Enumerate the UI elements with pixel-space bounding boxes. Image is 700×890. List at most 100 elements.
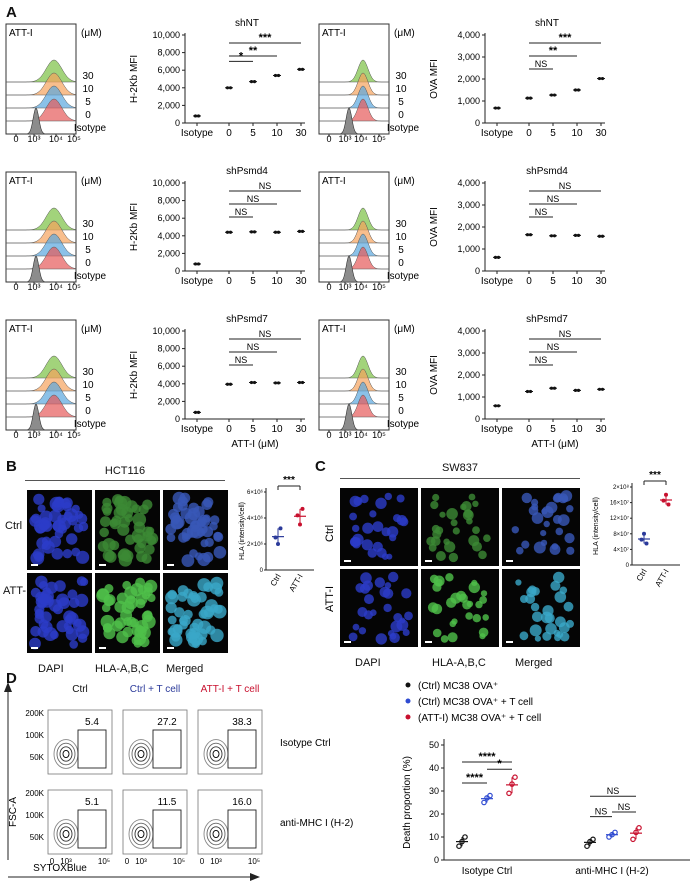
x-tick-label: 10⁴ [49,134,63,142]
y-tick-label: 4×10⁷ [613,546,629,553]
gate-percentage: 38.3 [232,717,252,728]
cell [39,510,53,524]
cell [461,501,472,512]
x-tick-label: 0 [526,128,532,139]
x-tick-label: 10⁵ [67,282,81,290]
cell [432,493,440,502]
cell [446,508,458,520]
cell [111,515,122,526]
cell [451,618,458,625]
y-tick-label: 8×10⁷ [613,531,629,538]
row-label: anti-MHC I (H-2) [280,818,353,829]
y-tick-label: 8,000 [157,344,180,354]
y-tick-label: 3,000 [457,348,480,358]
data-point [300,506,305,511]
histogram-10 [319,368,389,392]
x-tick-label: 0 [326,430,331,438]
significance-label: NS [559,329,572,339]
cell [37,504,46,513]
cell [172,502,183,513]
contour [212,829,220,839]
y-tick-label: 10 [429,832,439,842]
cell [553,571,565,584]
cell [355,583,365,593]
cell [468,493,476,501]
y-tick-label: 3,000 [457,200,480,210]
y-tick-label: 40 [429,763,439,773]
data-point [552,386,557,390]
cell [389,534,397,542]
cell [445,573,454,582]
x-tick-label: Ctrl [635,567,649,582]
data-point [276,381,281,385]
cell [204,537,214,547]
cell [521,492,532,504]
unit-label: (μM) [81,176,102,187]
cell [165,591,179,605]
y-tick-label: 4×10⁶ [247,515,264,522]
panel-label-b: B [6,458,17,475]
histogram-0 [6,394,77,418]
cell [386,526,399,538]
y-tick-label: 2,000 [457,74,480,84]
micrograph-merged [163,573,228,653]
cell [62,549,73,559]
y-tick-label: 0 [475,414,480,424]
scale-bar [167,647,174,649]
data-point [612,829,618,836]
legend-label: (Ctrl) MC38 OVA⁺ [418,681,498,692]
micrograph-dapi [27,490,92,570]
scale-bar [31,647,38,649]
cell [515,579,522,586]
data-point [584,843,590,850]
cell [167,615,177,625]
cell [348,632,358,642]
x-tick-label: 0 [13,282,18,290]
y-tick-label: 4,000 [457,178,480,188]
cell [516,546,524,555]
histogram-0 [319,246,389,270]
data-point [249,80,254,84]
legend-marker [405,682,411,688]
cell [102,623,113,633]
x-tick-label: 10³ [338,282,351,290]
label-bg [7,173,43,187]
micrograph-image [427,573,489,643]
y-tick-label: 0 [175,118,180,128]
data-point [573,88,578,92]
cell [554,591,567,603]
dose-label: 5 [85,393,91,404]
x-tick-label: 5 [250,276,256,287]
cell [35,523,46,534]
cell [550,580,561,591]
data-point [196,262,201,266]
y-tick-label: 3,000 [457,52,480,62]
label-bg [320,25,356,39]
column-header: Ctrl [72,684,88,695]
cell [549,544,561,555]
data-point [597,234,602,238]
cell [39,581,48,590]
cell [60,498,71,509]
micrograph-image [97,494,159,567]
cell [131,635,141,646]
data-point [496,106,501,110]
data-point [576,233,581,237]
chart-title: shNT [535,18,559,29]
gate [227,809,257,849]
drug-label: ATT-I [9,324,33,335]
contour [59,826,73,842]
row-label: Isotype Ctrl [280,738,331,749]
cell [34,552,44,562]
cell [472,526,480,534]
histogram-stack: 30 10 5 0 Isotype ATT-I (μM) 0 10³ 10⁴ 10⁵ [5,23,107,142]
label-bg [7,321,43,335]
y-tick-label: 50K [30,753,45,762]
cell [468,535,480,547]
y-tick-label: 0 [175,266,180,276]
data-point [600,234,605,238]
data-point [552,93,557,97]
x-tick-label: 30 [295,128,307,139]
cell [478,627,489,638]
x-tick-label: 0 [200,857,205,866]
